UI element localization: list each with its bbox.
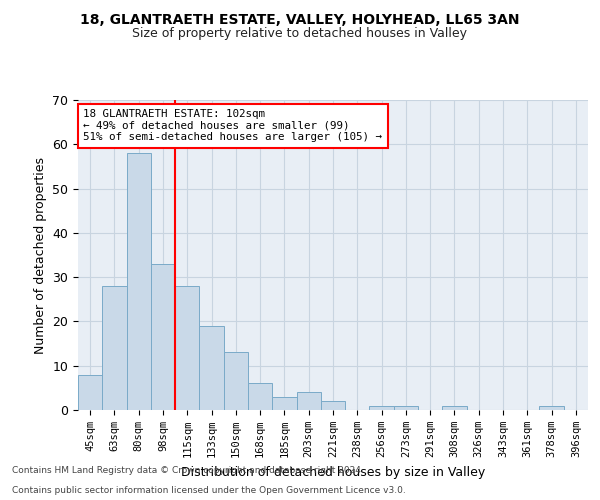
Bar bbox=[248, 384, 272, 410]
Bar bbox=[539, 406, 564, 410]
Bar bbox=[199, 326, 224, 410]
Text: 18 GLANTRAETH ESTATE: 102sqm
← 49% of detached houses are smaller (99)
51% of se: 18 GLANTRAETH ESTATE: 102sqm ← 49% of de… bbox=[83, 110, 382, 142]
Bar bbox=[224, 352, 248, 410]
Bar bbox=[78, 374, 102, 410]
Bar bbox=[296, 392, 321, 410]
Bar bbox=[394, 406, 418, 410]
Bar bbox=[175, 286, 199, 410]
Bar bbox=[321, 401, 345, 410]
Bar bbox=[370, 406, 394, 410]
Y-axis label: Number of detached properties: Number of detached properties bbox=[34, 156, 47, 354]
Bar bbox=[127, 153, 151, 410]
Bar bbox=[442, 406, 467, 410]
Text: 18, GLANTRAETH ESTATE, VALLEY, HOLYHEAD, LL65 3AN: 18, GLANTRAETH ESTATE, VALLEY, HOLYHEAD,… bbox=[80, 12, 520, 26]
Bar bbox=[151, 264, 175, 410]
Bar bbox=[102, 286, 127, 410]
Bar bbox=[272, 396, 296, 410]
Text: Contains HM Land Registry data © Crown copyright and database right 2024.: Contains HM Land Registry data © Crown c… bbox=[12, 466, 364, 475]
X-axis label: Distribution of detached houses by size in Valley: Distribution of detached houses by size … bbox=[181, 466, 485, 478]
Text: Size of property relative to detached houses in Valley: Size of property relative to detached ho… bbox=[133, 28, 467, 40]
Text: Contains public sector information licensed under the Open Government Licence v3: Contains public sector information licen… bbox=[12, 486, 406, 495]
